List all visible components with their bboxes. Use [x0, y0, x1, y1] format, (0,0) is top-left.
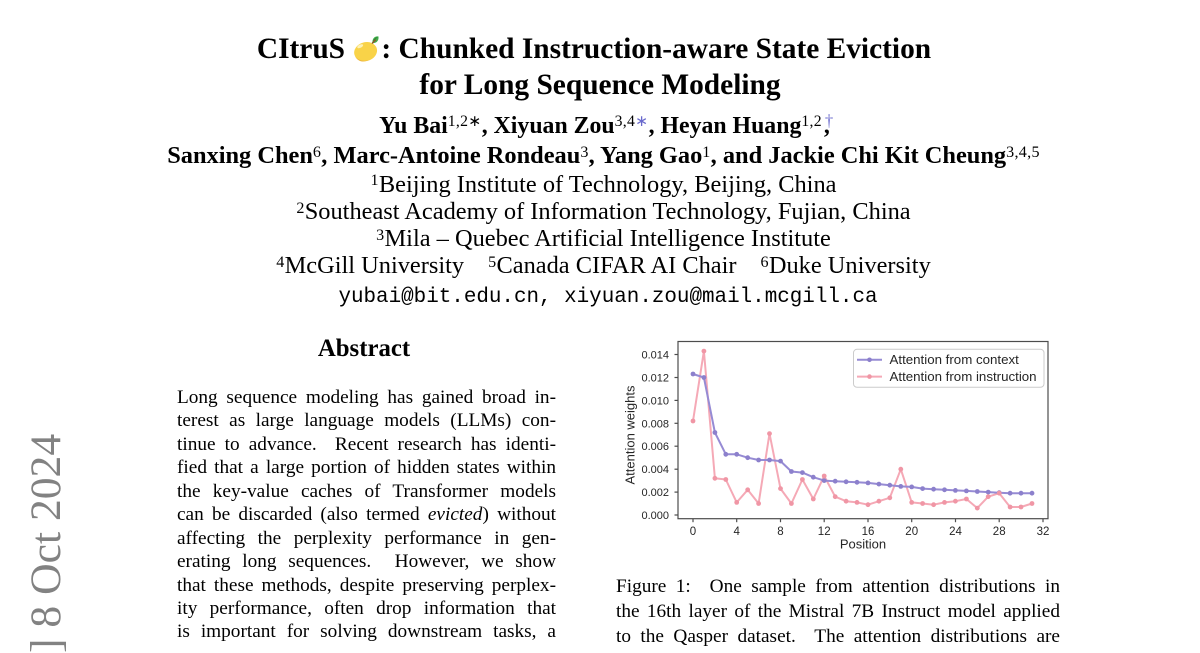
svg-text:8: 8	[777, 526, 783, 538]
svg-text:0.012: 0.012	[641, 373, 669, 385]
svg-text:12: 12	[818, 526, 831, 538]
svg-text:0.014: 0.014	[641, 350, 669, 362]
svg-text:16: 16	[862, 526, 875, 538]
svg-text:28: 28	[993, 526, 1006, 538]
svg-text:Attention weights: Attention weights	[623, 385, 638, 485]
svg-text:0.006: 0.006	[641, 441, 669, 453]
svg-text:0.002: 0.002	[641, 487, 669, 499]
svg-text:Attention from context: Attention from context	[890, 352, 1020, 367]
svg-text:0.000: 0.000	[641, 510, 669, 522]
svg-text:0.008: 0.008	[641, 418, 669, 430]
svg-text:4: 4	[733, 526, 740, 538]
svg-text:Attention from instruction: Attention from instruction	[890, 369, 1037, 384]
svg-text:24: 24	[949, 526, 962, 538]
svg-text:0.010: 0.010	[641, 395, 669, 407]
svg-text:0: 0	[690, 526, 696, 538]
svg-text:0.004: 0.004	[641, 464, 669, 476]
svg-text:32: 32	[1037, 526, 1050, 538]
svg-text:20: 20	[905, 526, 918, 538]
svg-text:Position: Position	[840, 537, 886, 552]
